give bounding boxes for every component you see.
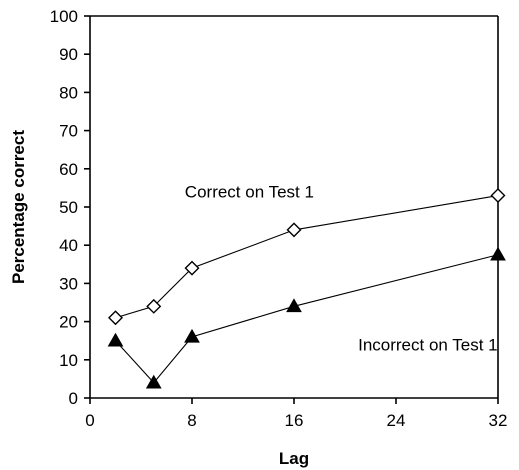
y-tick-label: 10 (59, 351, 78, 370)
diamond-point (108, 310, 123, 326)
x-axis-title: Lag (279, 449, 309, 468)
x-tick-label: 16 (285, 411, 304, 430)
y-tick-label: 60 (59, 160, 78, 179)
x-tick-label: 8 (187, 411, 196, 430)
y-axis-title: Percentage correct (9, 130, 28, 284)
y-tick-label: 30 (59, 274, 78, 293)
x-tick-label: 32 (489, 411, 508, 430)
x-tick-label: 0 (85, 411, 94, 430)
y-tick-label: 90 (59, 45, 78, 64)
y-tick-label: 50 (59, 198, 78, 217)
y-tick-label: 80 (59, 83, 78, 102)
triangle-point (145, 374, 162, 389)
series-1 (108, 188, 506, 326)
annotation-label: Incorrect on Test 1 (358, 335, 498, 354)
triangle-point (490, 246, 506, 261)
annotation-label: Correct on Test 1 (185, 182, 314, 201)
y-tick-label: 20 (59, 313, 78, 332)
diamond-point (490, 188, 506, 204)
x-tick-label: 24 (387, 411, 406, 430)
y-tick-label: 0 (69, 389, 78, 408)
data-series (107, 188, 506, 389)
diamond-point (286, 222, 302, 238)
series-1-line (115, 194, 499, 319)
diamond-point (146, 298, 162, 314)
series-2 (107, 246, 506, 389)
axis-ticks: 0 10 20 30 40 50 60 70 80 90 100 0 8 16 24 32 (50, 7, 508, 430)
triangle-point (184, 328, 200, 343)
series-2-line (115, 254, 499, 384)
y-tick-label: 100 (50, 7, 78, 26)
annotations: Correct on Test 1 Incorrect on Test 1 (185, 182, 498, 354)
triangle-point (107, 332, 124, 347)
y-tick-label: 40 (59, 236, 78, 255)
triangle-point (286, 298, 302, 313)
y-tick-label: 70 (59, 122, 78, 141)
diamond-point (184, 260, 200, 276)
